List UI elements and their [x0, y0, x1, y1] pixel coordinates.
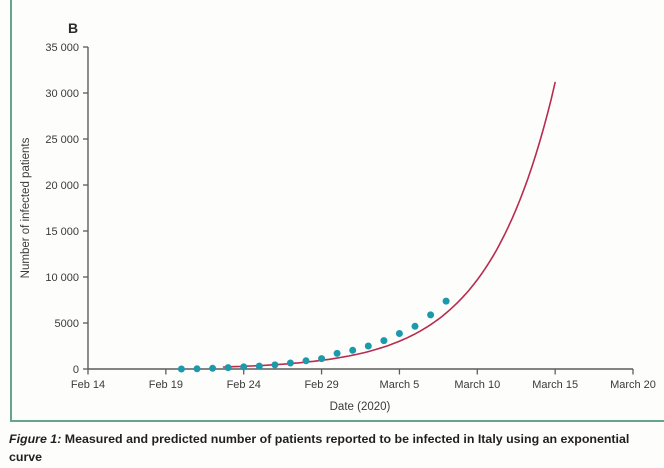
data-point: [411, 322, 419, 330]
y-tick-label: 30 000: [45, 88, 79, 100]
data-point: [177, 365, 185, 373]
x-axis-title: Date (2020): [330, 401, 391, 413]
chart: B 0 5000 10 000 15 000 20 000 25 000 30 000 35 …: [20, 20, 656, 413]
figure-caption: Figure 1: Measured and predicted number …: [9, 431, 657, 467]
data-point: [255, 362, 263, 370]
figure-caption-body: Measured and predicted number of patient…: [9, 432, 630, 464]
y-tick-label: 35 000: [45, 42, 79, 54]
x-tick-label: March 5: [380, 379, 420, 391]
x-tick-label: Feb 29: [304, 379, 338, 391]
data-point: [286, 359, 294, 367]
x-axis-ticks: Feb 14 Feb 19 Feb 24 Feb 29 March 5 March 10 M…: [71, 369, 656, 391]
predicted-curve: [222, 81, 556, 368]
x-tick-label: March 15: [532, 379, 578, 391]
data-point: [442, 297, 450, 305]
x-axis: Feb 14 Feb 19 Feb 24 Feb 29 March 5 March 10 M…: [71, 368, 656, 413]
y-tick-label: 15 000: [45, 226, 79, 238]
figure-caption-prefix: Figure 1:: [9, 432, 62, 446]
panel-border-left: [10, 0, 12, 421]
data-point: [380, 337, 388, 345]
panel-label: B: [68, 20, 78, 36]
data-point: [193, 365, 201, 373]
y-tick-label: 20 000: [45, 180, 79, 192]
data-point: [364, 342, 372, 350]
x-tick-label: March 20: [610, 379, 656, 391]
y-axis-ticks: 0 5000 10 000 15 000 20 000 25 000 30 000 35 00…: [45, 42, 88, 376]
data-point: [271, 361, 279, 369]
y-tick-label: 0: [73, 364, 79, 376]
y-tick-label: 25 000: [45, 134, 79, 146]
data-point: [224, 364, 232, 372]
measured-data-points: [177, 297, 450, 373]
y-axis-title: Number of infected patients: [20, 137, 32, 278]
data-point: [318, 355, 326, 363]
x-tick-label: March 10: [454, 379, 500, 391]
data-point: [427, 311, 435, 319]
x-tick-label: Feb 14: [71, 379, 105, 391]
data-point: [333, 349, 341, 357]
data-point: [302, 357, 310, 365]
panel-border-bottom: [10, 420, 664, 422]
data-point: [209, 364, 217, 372]
y-tick-label: 5000: [55, 318, 79, 330]
y-axis: 0 5000 10 000 15 000 20 000 25 000 30 000 35 00…: [20, 42, 89, 376]
data-point: [395, 330, 403, 337]
x-tick-label: Feb 19: [149, 379, 183, 391]
data-point: [240, 363, 248, 371]
x-tick-label: Feb 24: [227, 379, 261, 391]
data-point: [349, 346, 357, 354]
y-tick-label: 10 000: [45, 272, 79, 284]
